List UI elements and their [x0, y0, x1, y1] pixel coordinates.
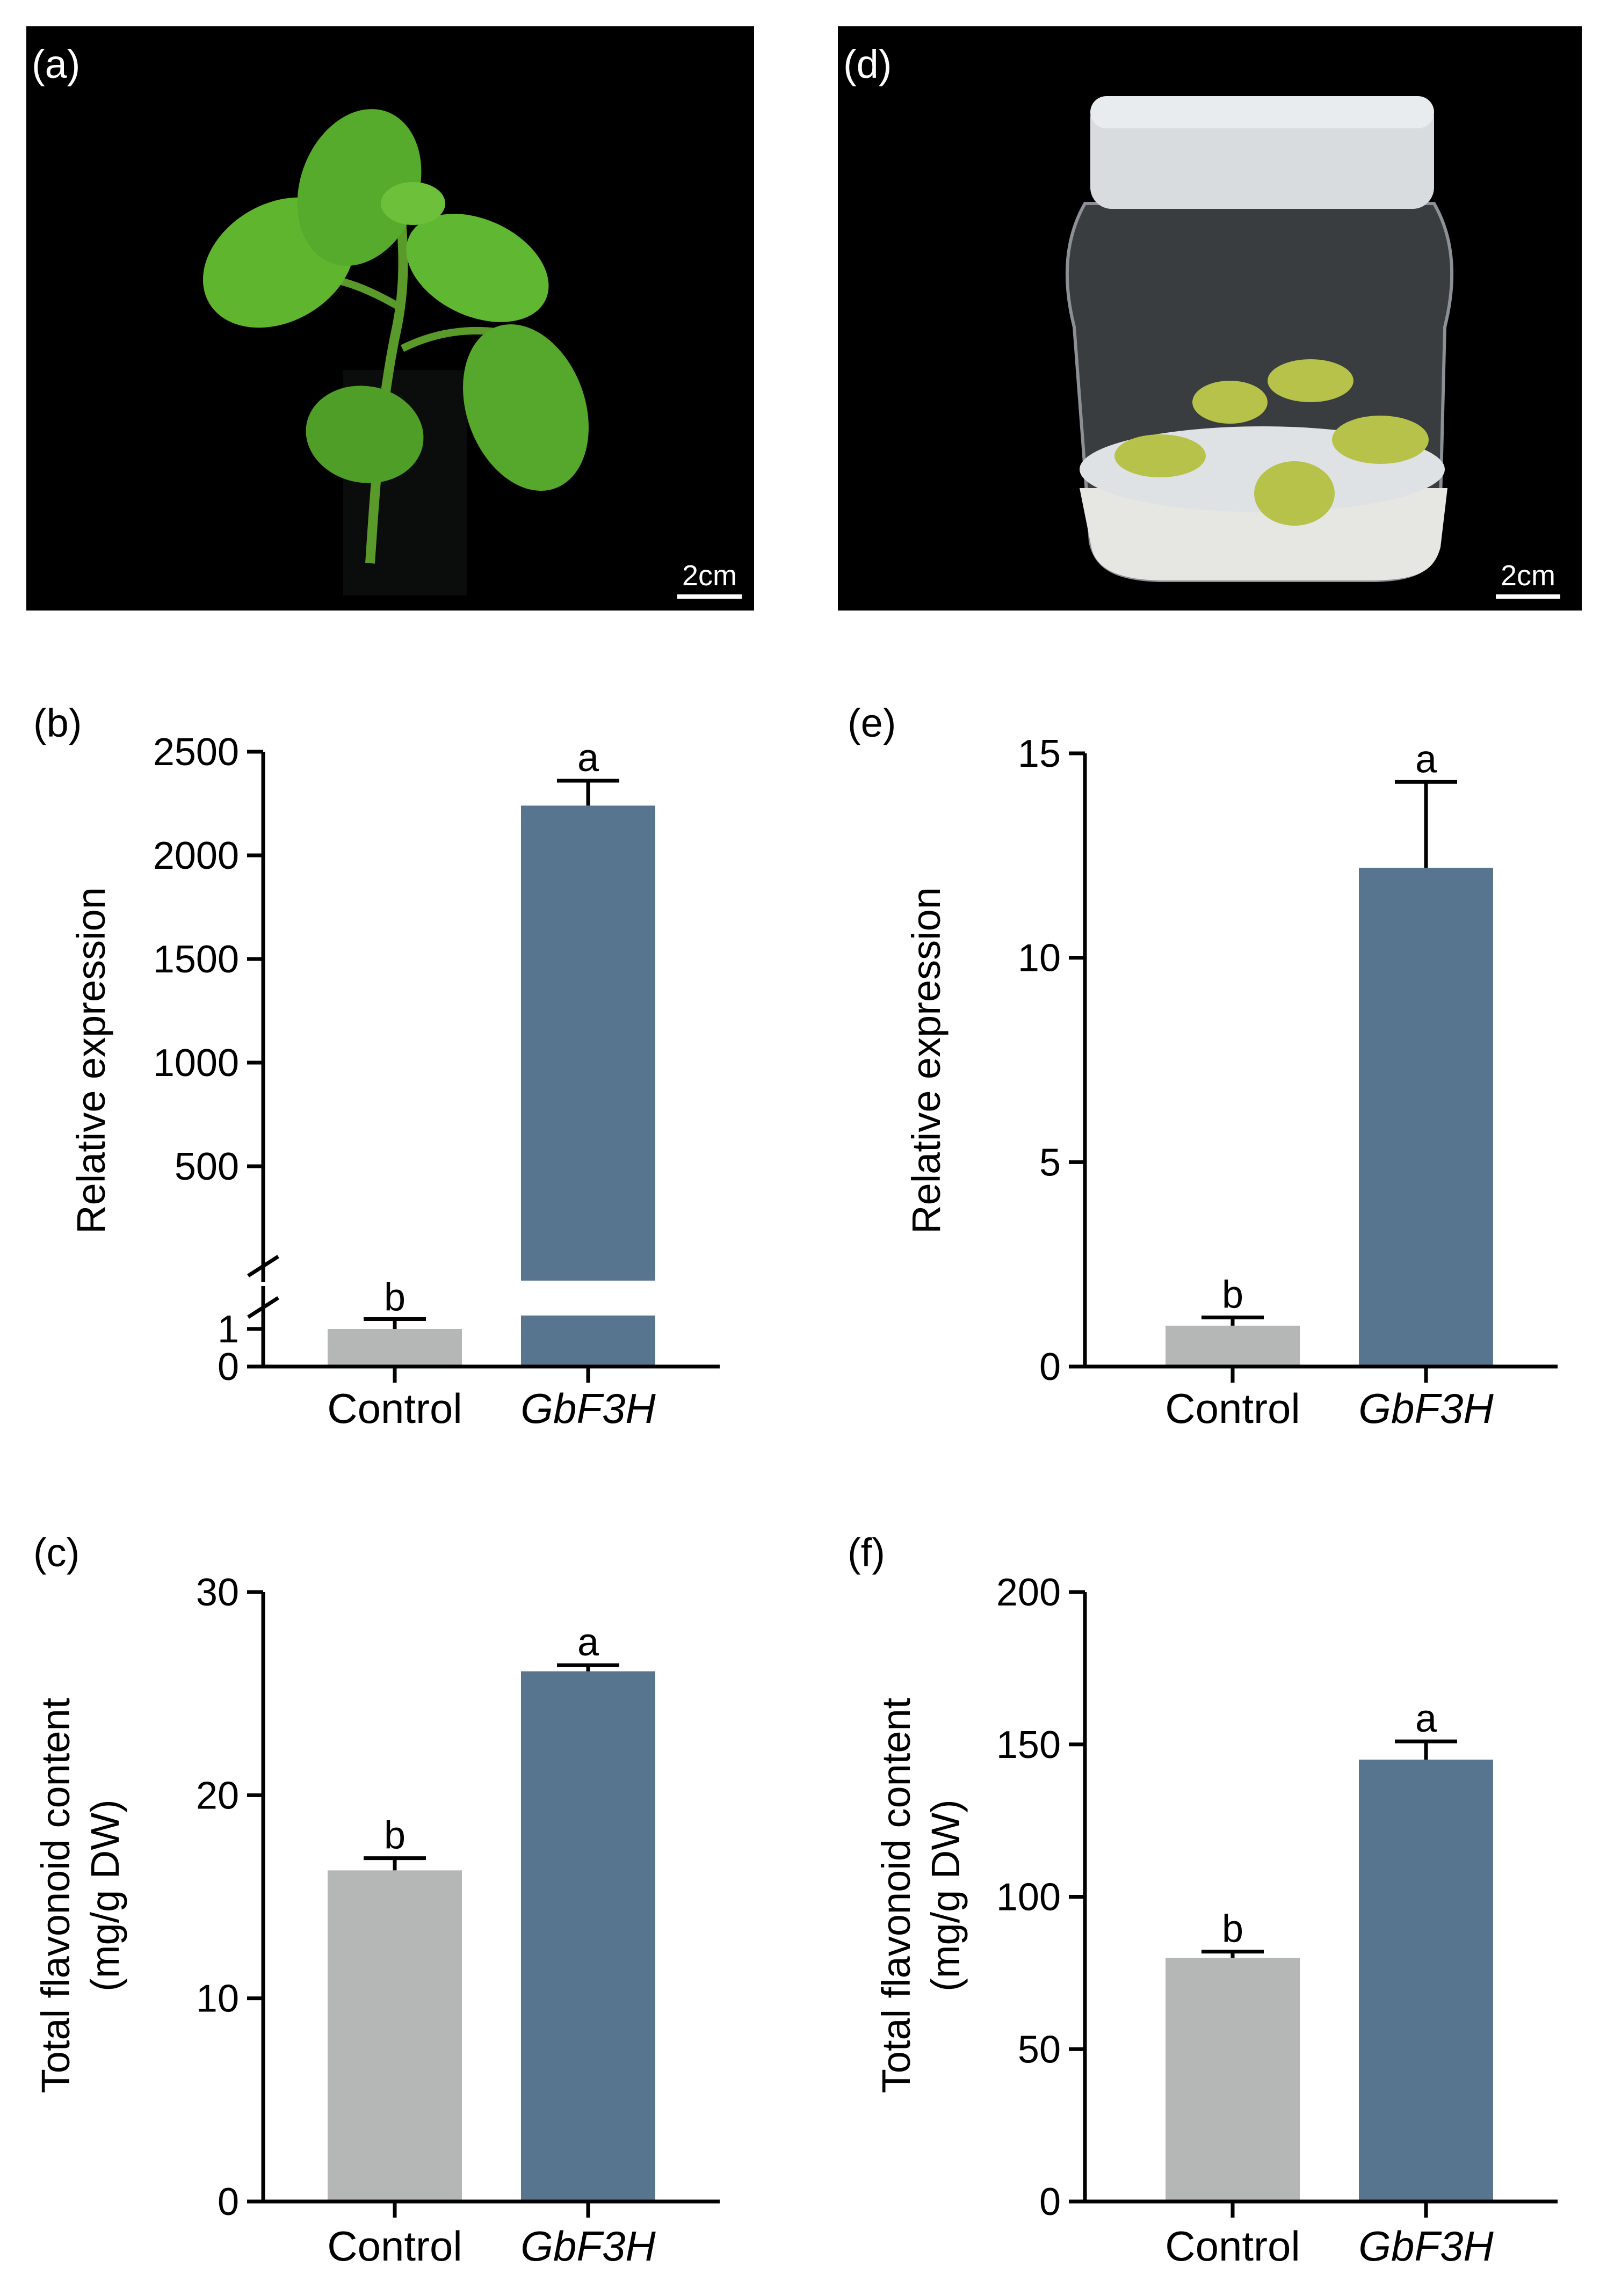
chart-f-flavonoid-content: b a Control GbF3H 0 50 100 150 200 Total flavonoi…	[874, 1571, 1558, 2270]
bar-control	[328, 1870, 462, 2201]
significance-letter-b: b	[1222, 1908, 1243, 1951]
y-axis-label: Total flavonoid content (mg/g DW)	[33, 1697, 127, 2093]
y-tick-label: 50	[1018, 2028, 1061, 2071]
y-tick-label: 200	[996, 1571, 1061, 1614]
y-axis-label-line: Total flavonoid content	[874, 1697, 918, 2093]
scalebar-line	[677, 594, 742, 599]
panel-label-a: (a)	[32, 42, 81, 86]
panel-label-e: (e)	[848, 701, 896, 745]
panel-label-c: (c)	[33, 1530, 80, 1575]
scalebar-label: 2cm	[682, 560, 737, 592]
y-tick-label: 2500	[153, 731, 239, 774]
y-axis-label-line: Relative expression	[904, 887, 949, 1234]
significance-letter-b: b	[384, 1276, 406, 1319]
photo-culture-jar: (d) 2cm	[838, 26, 1582, 611]
bar-gbf3h-upper	[521, 805, 655, 1281]
y-tick-label: 15	[1018, 732, 1061, 775]
significance-letter-a: a	[577, 737, 599, 780]
x-tick-label-gbf3h: GbF3H	[1358, 1385, 1494, 1432]
y-tick-label: 1500	[153, 938, 239, 981]
x-tick-label-gbf3h: GbF3H	[520, 1385, 656, 1432]
scalebar-d: 2cm	[1496, 559, 1560, 599]
scalebar-line	[1496, 594, 1560, 599]
y-axis-label-line: (mg/g DW)	[923, 1799, 968, 1992]
y-tick-label: 2000	[153, 834, 239, 877]
axis-break-mark	[247, 1255, 279, 1277]
x-tick-label-control: Control	[1165, 2222, 1300, 2270]
x-tick-label-gbf3h: GbF3H	[1358, 2222, 1494, 2270]
y-tick-label: 0	[218, 2181, 239, 2224]
bar-gbf3h	[1359, 868, 1493, 1367]
y-tick-label: 0	[1039, 1346, 1061, 1389]
x-tick-label-control: Control	[1165, 1385, 1300, 1432]
panel-label-b: (b)	[33, 701, 82, 745]
scalebar-a: 2cm	[677, 559, 742, 599]
y-tick-label: 30	[196, 1571, 239, 1614]
y-tick-label: 1	[218, 1308, 239, 1351]
y-axis-label-line: Relative expression	[69, 887, 113, 1234]
y-tick-label: 100	[996, 1876, 1061, 1919]
significance-letter-a: a	[1415, 738, 1437, 781]
panel-label-f: (f)	[848, 1530, 885, 1575]
y-axis-label: Total flavonoid content (mg/g DW)	[874, 1697, 968, 2093]
bar-gbf3h	[1359, 1760, 1493, 2201]
x-tick-label-control: Control	[327, 2222, 462, 2270]
tobacco-plant-illustration	[202, 109, 589, 595]
y-tick-label: 10	[1018, 937, 1061, 980]
y-axis-label: Relative expression	[69, 887, 113, 1234]
significance-letter-b: b	[384, 1814, 406, 1857]
y-axis-label: Relative expression	[904, 887, 949, 1234]
chart-e-relative-expression: b a Control GbF3H 0 5 10 15 Relative expression	[904, 732, 1558, 1432]
y-axis-label-line: Total flavonoid content	[33, 1697, 78, 2093]
bar-control	[328, 1329, 462, 1367]
y-axis-label-line: (mg/g DW)	[83, 1799, 127, 1992]
photo-tobacco-plant: (a) 2cm	[26, 26, 754, 611]
y-tick-label: 20	[196, 1774, 239, 1817]
bar-gbf3h-lower	[521, 1316, 655, 1367]
bar-control	[1166, 1325, 1300, 1367]
y-tick-label: 0	[1039, 2181, 1061, 2224]
significance-letter-b: b	[1222, 1274, 1243, 1317]
y-tick-label: 10	[196, 1978, 239, 2021]
scalebar-label: 2cm	[1500, 560, 1555, 592]
axis-break-mark	[247, 1296, 279, 1319]
y-tick-label: 500	[175, 1145, 239, 1188]
x-tick-label-control: Control	[327, 1385, 462, 1432]
y-tick-label: 5	[1039, 1141, 1061, 1184]
culture-jar-illustration	[1065, 96, 1454, 582]
bar-gbf3h	[521, 1671, 655, 2201]
y-tick-label: 1000	[153, 1042, 239, 1085]
panel-label-d: (d)	[843, 42, 892, 86]
bar-control	[1166, 1958, 1300, 2201]
y-tick-label: 0	[218, 1346, 239, 1389]
significance-letter-a: a	[1415, 1697, 1437, 1740]
y-tick-label: 150	[996, 1724, 1061, 1767]
chart-c-flavonoid-content: b a Control GbF3H 0 10 20 30 Total flavonoid con…	[33, 1571, 720, 2270]
significance-letter-a: a	[577, 1621, 599, 1664]
x-tick-label-gbf3h: GbF3H	[520, 2222, 656, 2270]
